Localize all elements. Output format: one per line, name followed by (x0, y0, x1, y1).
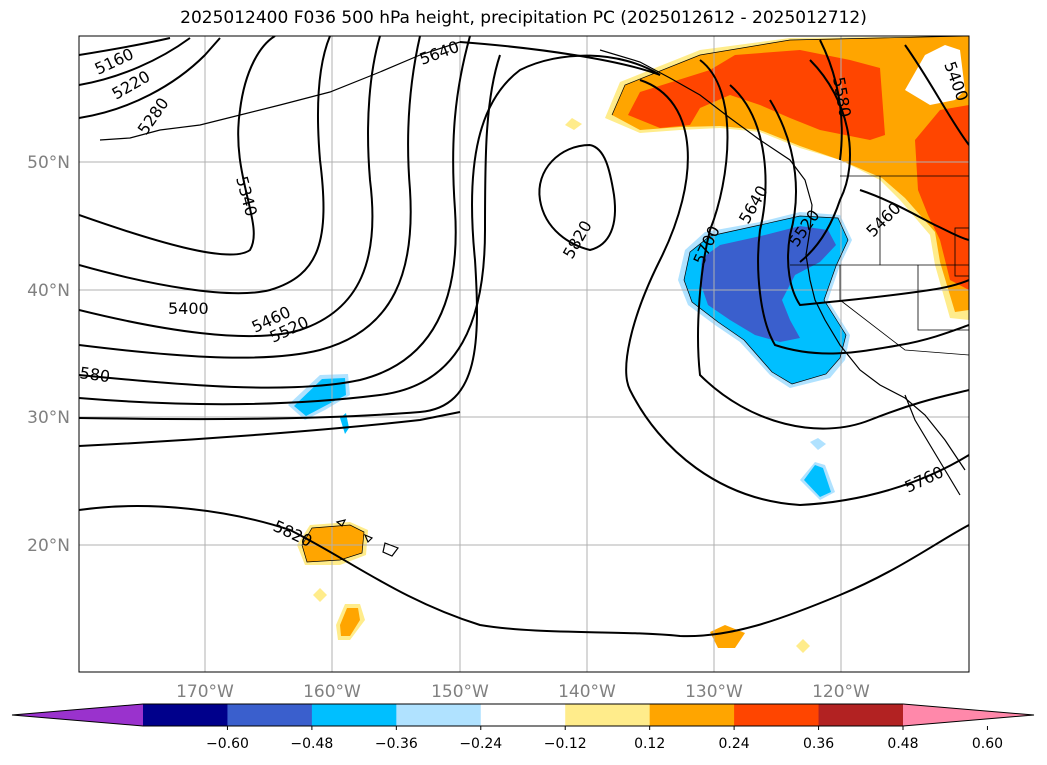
colorbar-segment (12, 704, 143, 726)
lat-labels: 50°N 40°N 30°N 20°N (27, 153, 70, 556)
precip-positive-region (796, 639, 810, 653)
colorbar-segment (565, 704, 651, 726)
colorbar-segment (143, 704, 228, 726)
map-title: 2025012400 F036 500 hPa height, precipit… (180, 8, 867, 28)
precip-positive-region (340, 608, 360, 636)
map-frame (78, 35, 970, 673)
colorbar-outline (11, 703, 1035, 727)
colorbar-tick-label: −0.12 (544, 736, 587, 752)
graticule (79, 36, 969, 672)
precip-positive-region (565, 118, 582, 130)
contour-label: 5640 (417, 37, 462, 69)
lon-labels: 170°W 160°W 150°W 140°W 130°W 120°W (176, 682, 870, 702)
boundaries (790, 175, 969, 356)
colorbar-segment (734, 704, 820, 726)
contour-label: 5220 (109, 67, 154, 104)
lat-label: 20°N (27, 536, 70, 556)
precip-negative-region (700, 226, 836, 342)
lon-label: 130°W (685, 682, 743, 702)
colorbar-segment (227, 704, 313, 726)
colorbar-segment (903, 704, 1034, 726)
precip-negative-region (804, 465, 831, 497)
contour-label: 5820 (270, 516, 315, 550)
precip-positive-region (710, 625, 745, 648)
precip-positive-region (905, 45, 965, 105)
height-contours (79, 36, 969, 638)
colorbar-tick-label: 0.60 (972, 736, 1003, 752)
contour-label: 5760 (902, 462, 947, 496)
colorbar-segment (818, 704, 904, 726)
colorbar-tick-label: 0.24 (719, 736, 750, 752)
lon-label: 120°W (812, 682, 870, 702)
contour-label: 5400 (168, 299, 209, 318)
colorbar-tick-label: −0.60 (206, 736, 249, 752)
contour-label: 5640 (735, 182, 772, 227)
precip-shading (288, 36, 969, 653)
contour-label: 5340 (232, 174, 261, 218)
colorbar-tick-label: −0.36 (375, 736, 418, 752)
contour-label: 580 (78, 363, 111, 386)
colorbar: −0.60 −0.48 −0.36 −0.24 −0.12 0.12 0.24 0.36 0.4… (11, 703, 1035, 752)
contour-labels: 5160 5220 5280 5340 5400 5460 5520 580 5… (78, 37, 972, 551)
lon-label: 160°W (303, 682, 361, 702)
precip-positive-region (915, 105, 969, 290)
colorbar-segment (480, 704, 566, 726)
lon-label: 150°W (431, 682, 489, 702)
lon-label: 140°W (558, 682, 616, 702)
precip-negative-region (340, 413, 349, 434)
precip-positive-region (313, 588, 327, 602)
precip-negative-region (810, 438, 826, 450)
colorbar-segment (649, 704, 735, 726)
lat-label: 30°N (27, 408, 70, 428)
precip-negative-region (294, 378, 346, 416)
coastlines (99, 41, 966, 557)
contour-label: 5460 (862, 199, 904, 241)
lat-label: 50°N (27, 153, 70, 173)
colorbar-segment (311, 704, 397, 726)
colorbar-tick-label: 0.36 (803, 736, 834, 752)
colorbar-tick-label: −0.24 (459, 736, 502, 752)
precip-positive-region (302, 525, 364, 562)
lat-label: 40°N (27, 281, 70, 301)
lon-label: 170°W (176, 682, 234, 702)
colorbar-tick-label: −0.48 (290, 736, 333, 752)
colorbar-tick-label: 0.12 (634, 736, 665, 752)
colorbar-segment (396, 704, 482, 726)
colorbar-tick-label: 0.48 (887, 736, 918, 752)
